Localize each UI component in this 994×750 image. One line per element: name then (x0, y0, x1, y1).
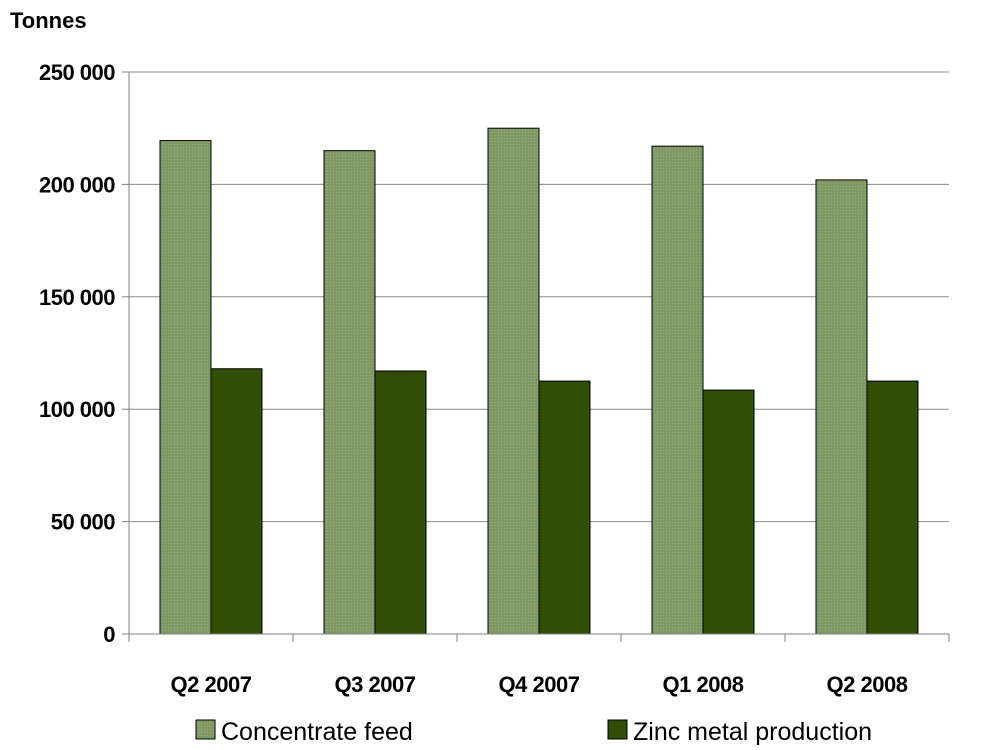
x-tick-label: Q2 2007 (171, 672, 252, 697)
y-tick-label: 250 000 (39, 60, 115, 85)
bar-zinc-metal-production (538, 380, 591, 635)
bars (159, 127, 919, 635)
bar-concentrate-feed (815, 179, 868, 635)
legend-swatch (607, 719, 628, 740)
x-tick-label: Q3 2007 (335, 672, 416, 697)
x-tick-label: Q4 2007 (499, 672, 580, 697)
y-tick-label: 200 000 (39, 172, 115, 197)
bar-concentrate-feed (651, 145, 704, 635)
axes (128, 72, 949, 635)
y-tick-label: 100 000 (39, 397, 115, 422)
bar-zinc-metal-production (374, 370, 427, 635)
legend-swatch (195, 719, 216, 740)
bar-zinc-metal-production (210, 368, 263, 635)
bar-concentrate-feed (323, 150, 376, 635)
y-tick-label: 0 (103, 622, 115, 647)
y-tick-label: 150 000 (39, 285, 115, 310)
legend: Concentrate feed Zinc metal production (195, 718, 872, 746)
x-tick-label: Q1 2008 (663, 672, 744, 697)
y-axis-title: Tonnes (10, 8, 87, 33)
legend-label: Concentrate feed (221, 718, 413, 746)
y-axis-ticks: 0 50 000 100 000 150 000 200 000 250 000 (39, 60, 129, 647)
x-axis-ticks: Q2 2007 Q3 2007 Q4 2007 Q1 2008 Q2 2008 (128, 634, 950, 697)
x-tick-label: Q2 2008 (827, 672, 908, 697)
legend-label: Zinc metal production (633, 718, 872, 746)
bar-zinc-metal-production (702, 389, 755, 635)
bar-zinc-metal-production (866, 380, 919, 635)
bar-concentrate-feed (159, 140, 212, 635)
y-tick-label: 50 000 (51, 510, 116, 535)
bar-concentrate-feed (487, 127, 540, 635)
